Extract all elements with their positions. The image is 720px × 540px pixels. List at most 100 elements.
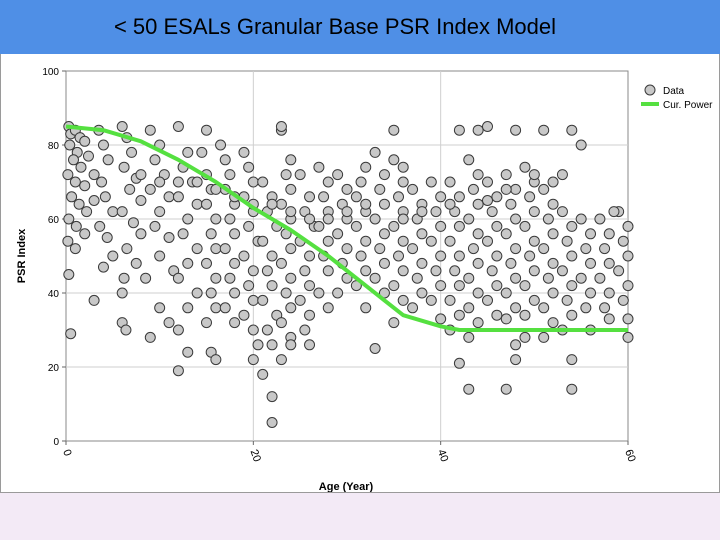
data-point <box>547 228 559 240</box>
data-point <box>247 354 259 366</box>
data-point <box>425 294 437 306</box>
data-point <box>585 257 597 269</box>
data-point <box>369 213 381 225</box>
data-point <box>510 213 522 225</box>
data-point <box>172 176 184 188</box>
data-point <box>285 302 297 314</box>
data-point <box>528 294 540 306</box>
data-point <box>69 176 81 188</box>
data-point <box>510 339 522 351</box>
data-point <box>482 121 493 132</box>
data-point <box>472 228 484 240</box>
chart-panel: 0 20 40 60 80 100 0 20 40 60 Age (Year) PSR Inde… <box>0 54 720 493</box>
data-point <box>144 124 156 136</box>
data-point <box>126 146 138 158</box>
data-point <box>201 257 212 269</box>
data-point <box>285 206 297 218</box>
data-point <box>210 272 222 284</box>
data-point <box>463 213 475 225</box>
data-point <box>528 265 540 277</box>
data-point <box>79 228 91 240</box>
data-point <box>88 169 100 181</box>
data-point <box>360 265 372 277</box>
data-point <box>369 343 381 354</box>
data-point <box>304 339 316 351</box>
data-point <box>350 220 362 232</box>
data-point <box>266 198 278 210</box>
data-point <box>116 287 128 299</box>
data-point <box>210 213 222 225</box>
data-point <box>556 169 568 181</box>
data-point <box>430 265 442 277</box>
data-point <box>102 154 114 166</box>
data-point <box>538 331 550 343</box>
data-point <box>322 213 334 225</box>
data-point <box>580 243 592 255</box>
data-point <box>201 198 212 210</box>
data-point <box>224 213 236 225</box>
data-point <box>472 287 484 299</box>
data-point <box>120 324 132 336</box>
data-point <box>482 176 493 188</box>
data-point <box>163 317 175 329</box>
data-point <box>97 261 109 273</box>
data-point <box>608 206 620 218</box>
data-point <box>575 272 587 284</box>
data-point <box>172 365 184 377</box>
data-point <box>219 302 231 314</box>
data-point <box>322 176 334 188</box>
data-point <box>140 272 152 284</box>
data-point <box>238 309 250 321</box>
data-point <box>135 195 147 206</box>
data-point <box>622 220 634 232</box>
data-point <box>275 121 287 132</box>
data-point <box>407 243 419 255</box>
data-point <box>332 228 344 240</box>
data-point <box>603 287 615 299</box>
y-tick-label: 100 <box>42 67 59 78</box>
data-point <box>266 391 278 403</box>
data-point <box>617 235 629 247</box>
data-point <box>121 243 133 255</box>
data-point <box>332 169 344 181</box>
data-point <box>219 154 231 166</box>
data-point <box>163 191 175 203</box>
data-point <box>107 250 119 262</box>
data-point <box>547 317 559 329</box>
data-point <box>542 272 554 284</box>
data-point <box>67 154 79 166</box>
data-point <box>510 272 522 284</box>
data-point <box>332 287 344 299</box>
data-point <box>388 317 400 329</box>
data-point <box>285 272 297 284</box>
data-point <box>294 169 306 181</box>
data-point <box>453 220 465 232</box>
data-point <box>341 243 353 255</box>
power-curve-line <box>65 124 628 332</box>
fit-curve <box>65 124 628 332</box>
data-point <box>247 294 259 306</box>
data-point <box>524 191 536 203</box>
data-point <box>453 309 465 321</box>
data-point <box>538 302 550 314</box>
data-point <box>64 139 76 151</box>
data-point <box>472 317 484 329</box>
data-point <box>486 206 498 218</box>
data-point <box>482 195 493 206</box>
data-point <box>617 294 629 306</box>
data-point <box>510 243 522 255</box>
data-point <box>594 213 606 225</box>
data-point <box>524 250 536 262</box>
data-point <box>393 191 405 203</box>
data-point <box>500 228 512 240</box>
data-point <box>444 294 456 306</box>
data-point <box>304 213 316 225</box>
data-point <box>486 265 498 277</box>
data-point <box>149 220 161 232</box>
data-point <box>500 169 512 181</box>
data-point <box>435 191 447 203</box>
data-point <box>355 176 367 188</box>
data-point <box>280 169 292 181</box>
data-point <box>542 213 554 225</box>
data-point <box>425 235 437 247</box>
